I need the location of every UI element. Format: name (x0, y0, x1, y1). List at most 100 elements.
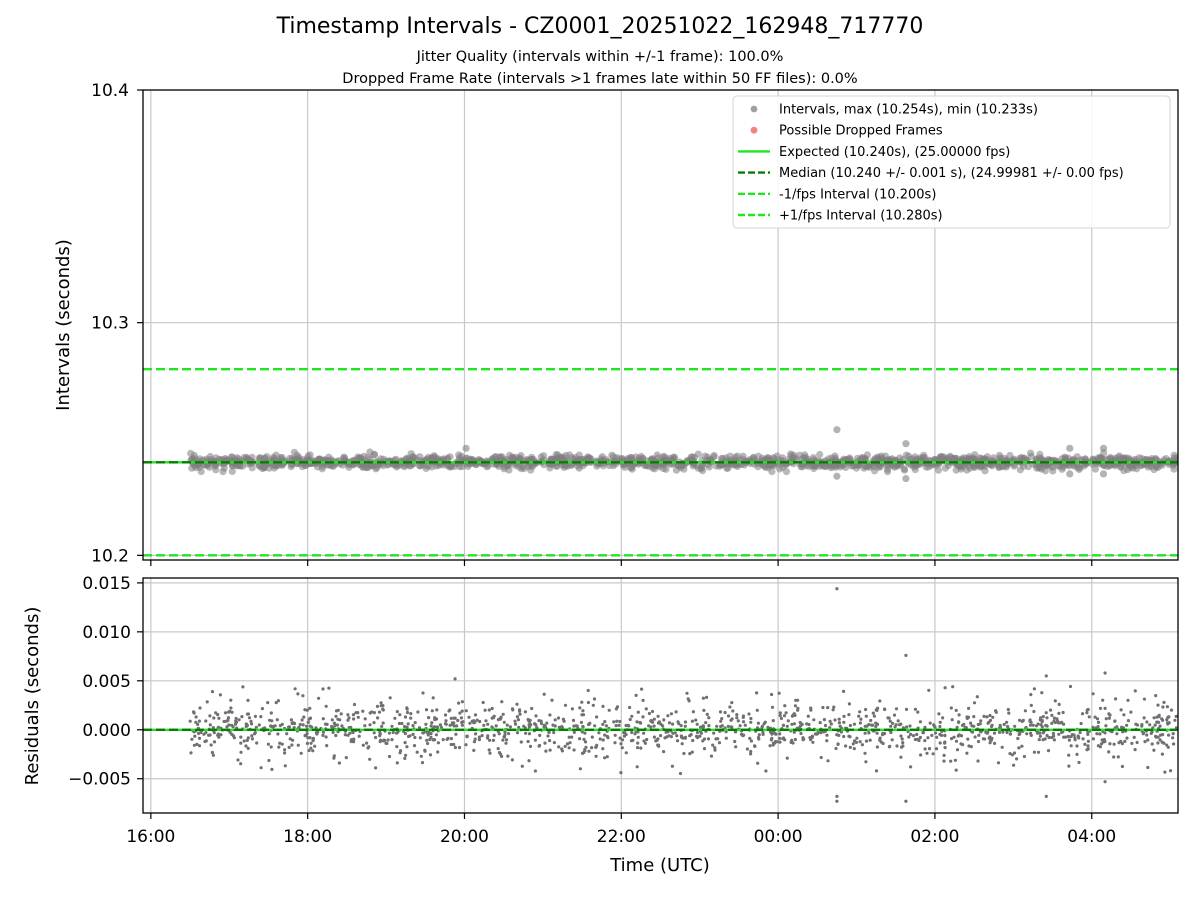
residual-outlier-point-8 (1103, 671, 1107, 675)
residual-point (796, 706, 800, 710)
residual-point (1028, 718, 1032, 722)
residual-point (685, 691, 689, 695)
residual-point (1091, 692, 1095, 696)
residual-point (649, 719, 654, 723)
residual-point (1086, 744, 1090, 748)
residual-point (197, 731, 201, 736)
interval-point (315, 455, 324, 463)
interval-point (670, 453, 678, 461)
residual-point (695, 722, 699, 726)
residual-point (194, 720, 198, 724)
residual-point (858, 740, 862, 744)
residual-point (881, 731, 885, 735)
interval-point (1010, 455, 1018, 463)
residuals-frame (142, 577, 1179, 814)
residual-point (667, 721, 672, 725)
residual-point (757, 733, 761, 737)
residual-point (662, 750, 666, 754)
residual-point (729, 725, 733, 729)
residual-point (565, 742, 570, 746)
interval-point (270, 455, 279, 463)
residual-point (1126, 698, 1130, 702)
residual-point (275, 718, 279, 722)
residual-point (447, 709, 451, 713)
residual-point (954, 768, 958, 772)
residual-point (1160, 752, 1164, 756)
residual-point (473, 737, 477, 741)
residual-outlier-point-7 (1044, 794, 1048, 798)
interval-point (206, 452, 214, 461)
residual-point (1002, 722, 1006, 727)
residual-point (563, 703, 568, 707)
residual-point (894, 707, 899, 711)
residual-point (395, 745, 399, 749)
interval-point (609, 453, 618, 461)
residual-point (626, 723, 630, 727)
residual-point (1012, 763, 1016, 767)
residual-point (792, 722, 797, 726)
residual-point (1125, 723, 1129, 727)
residual-point (1103, 731, 1107, 735)
residual-point (1056, 719, 1060, 723)
residual-point (424, 722, 428, 726)
residual-point (790, 722, 794, 726)
residual-point (198, 706, 202, 710)
residual-point (332, 756, 336, 760)
jitter-quality-subtitle: Jitter Quality (intervals within +/-1 fr… (416, 49, 784, 65)
residual-point (1154, 735, 1158, 739)
residual-point (197, 719, 201, 723)
intervals-y-tick-label-2: 10.4 (91, 81, 129, 101)
residual-point (831, 708, 835, 712)
interval-point (1020, 462, 1028, 470)
residual-point (254, 725, 258, 729)
residual-point (786, 719, 790, 723)
residual-point (412, 744, 417, 748)
residual-point (250, 722, 254, 726)
residual-point (340, 724, 344, 728)
residual-point (908, 724, 912, 728)
residual-point (927, 747, 932, 751)
residual-point (698, 725, 703, 729)
residual-point (673, 731, 677, 735)
residual-point (858, 710, 862, 714)
residual-point (916, 737, 920, 741)
residual-point (690, 750, 694, 754)
residual-point (1165, 743, 1169, 747)
residual-point (1050, 735, 1054, 740)
residual-point (997, 730, 1002, 735)
residual-point (848, 735, 852, 739)
residual-point (806, 714, 810, 718)
residual-point (426, 730, 430, 734)
residual-point (331, 730, 335, 735)
residual-point (933, 725, 937, 729)
interval-point (497, 453, 505, 461)
interval-point (1003, 461, 1011, 469)
residual-point (796, 698, 800, 702)
residual-point (1162, 700, 1166, 705)
x-tick-label-2: 20:00 (440, 827, 489, 847)
interval-point (1064, 454, 1072, 462)
residual-point (996, 761, 1001, 765)
residual-point (560, 747, 564, 751)
residual-point (436, 750, 440, 754)
x-tick-label-6: 04:00 (1067, 827, 1116, 847)
residual-point (1044, 711, 1048, 715)
residual-point (893, 725, 897, 729)
residual-point (591, 703, 595, 707)
interval-point (830, 457, 838, 465)
residual-point (900, 737, 904, 741)
interval-point (537, 453, 545, 461)
residual-point (778, 740, 782, 744)
residual-point (324, 735, 328, 739)
interval-point (491, 453, 500, 461)
residual-point (590, 746, 594, 750)
residual-point (842, 720, 846, 724)
residual-point (1125, 736, 1129, 740)
residual-point (778, 713, 782, 718)
residual-point (582, 737, 586, 742)
residual-point (416, 710, 420, 714)
residuals-y-axis-label: Residuals (seconds) (22, 607, 43, 786)
residual-point (1098, 745, 1102, 749)
residual-point (291, 738, 295, 742)
residual-point (1156, 703, 1160, 707)
